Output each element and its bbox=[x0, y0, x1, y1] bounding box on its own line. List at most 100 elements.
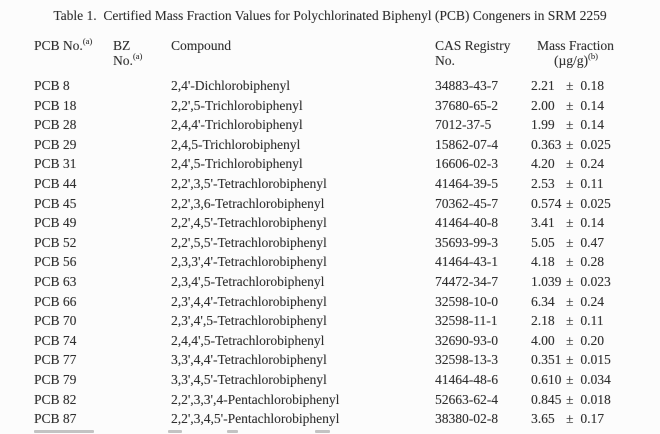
pcb-no-cell: PCB 44 bbox=[34, 175, 77, 191]
cas-cell: 32598-10-0 bbox=[435, 293, 498, 309]
mass-uncertainty: 0.24 bbox=[580, 293, 605, 309]
mass-uncertainty: 0.034 bbox=[580, 371, 611, 387]
table-row: PCB 87 2,2',3,4,5'-Pentachlorobiphenyl 383… bbox=[0, 409, 660, 429]
table-row: PCB 44 2,2',3,5'-Tetrachlorobiphenyl 41464… bbox=[0, 174, 660, 194]
mass-fraction-cell: 5.05 ±0.47 bbox=[531, 233, 660, 253]
plus-minus-sign: ± bbox=[566, 156, 574, 172]
bz-no-cell bbox=[113, 174, 171, 194]
mass-uncertainty: 0.18 bbox=[580, 78, 605, 93]
header-bz-line2: No. bbox=[113, 52, 133, 68]
cas-cell: 16606-02-3 bbox=[435, 156, 498, 172]
plus-minus-sign: ± bbox=[566, 136, 574, 152]
table-row: PCB 66 2,3',4,4'-Tetrachlorobiphenyl 32598… bbox=[0, 292, 660, 312]
plus-minus-sign: ± bbox=[566, 352, 574, 368]
compound-cell: 2,2',3,4,5'-Pentachlorobiphenyl bbox=[171, 411, 340, 427]
mass-value: 4.20 bbox=[531, 156, 555, 172]
bz-no-cell bbox=[113, 350, 171, 370]
mass-value: 2.53 bbox=[531, 175, 555, 191]
compound-cell: 2,3',4,4'-Tetrachlorobiphenyl bbox=[171, 293, 327, 309]
mass-value: 3.65 bbox=[531, 411, 555, 427]
footnote-marker-a: (a) bbox=[132, 50, 143, 61]
pcb-no-cell: PCB 8 bbox=[34, 78, 70, 93]
table-row: PCB 77 3,3',4,4'-Tetrachlorobiphenyl 32598… bbox=[0, 350, 660, 370]
mass-fraction-cell: 2.18 ±0.11 bbox=[531, 311, 660, 331]
mass-value: 0.351 bbox=[531, 352, 562, 368]
bz-no-cell bbox=[113, 409, 171, 429]
compound-cell: 2,4',5-Trichlorobiphenyl bbox=[171, 156, 303, 172]
table-row: PCB 70 2,3',4',5-Tetrachlorobiphenyl 32598… bbox=[0, 311, 660, 331]
compound-cell: 2,2',5-Trichlorobiphenyl bbox=[171, 97, 303, 113]
plus-minus-sign: ± bbox=[566, 175, 574, 191]
mass-fraction-cell: 0.845 ±0.018 bbox=[531, 390, 660, 410]
mass-fraction-cell: 0.574 ±0.025 bbox=[531, 194, 660, 214]
compound-cell: 2,4,5-Trichlorobiphenyl bbox=[171, 136, 301, 152]
bz-no-cell bbox=[113, 233, 171, 253]
header-bz-line1: BZ bbox=[113, 38, 131, 53]
plus-minus-sign: ± bbox=[566, 273, 574, 289]
plus-minus-sign: ± bbox=[566, 391, 574, 407]
compound-cell: 2,4'-Dichlorobiphenyl bbox=[171, 78, 291, 93]
mass-fraction-cell: 4.00 ±0.20 bbox=[531, 331, 660, 351]
mass-uncertainty: 0.023 bbox=[580, 273, 611, 289]
pcb-no-cell: PCB 66 bbox=[34, 293, 77, 309]
mass-fraction-cell: 3.41 ±0.14 bbox=[531, 213, 660, 233]
pcb-no-cell: PCB 63 bbox=[34, 273, 77, 289]
table-body: PCB 8 2,4'-Dichlorobiphenyl 34883-43-7 2.21… bbox=[0, 76, 660, 429]
mass-fraction-cell: 4.18 ±0.28 bbox=[531, 252, 660, 272]
pcb-no-cell: PCB 56 bbox=[34, 254, 77, 270]
table-row: PCB 74 2,4,4',5-Tetrachlorobiphenyl 32690-… bbox=[0, 331, 660, 351]
mass-fraction-cell: 3.65 ±0.17 bbox=[531, 409, 660, 429]
bz-no-cell bbox=[113, 76, 171, 96]
bz-no-cell bbox=[113, 194, 171, 214]
plus-minus-sign: ± bbox=[566, 234, 574, 250]
table-row: PCB 79 3,3',4,5'-Tetrachlorobiphenyl 41464… bbox=[0, 370, 660, 390]
plus-minus-sign: ± bbox=[566, 313, 574, 329]
header-pcb-no: PCB No.(a) bbox=[34, 37, 92, 54]
mass-fraction-cell: 4.20 ±0.24 bbox=[531, 154, 660, 174]
compound-cell: 3,3',4,4'-Tetrachlorobiphenyl bbox=[171, 352, 327, 368]
table-row: PCB 29 2,4,5-Trichlorobiphenyl 15862-07-4 0… bbox=[0, 135, 660, 155]
cas-cell: 32598-13-3 bbox=[435, 352, 498, 368]
plus-minus-sign: ± bbox=[566, 215, 574, 231]
mass-uncertainty: 0.24 bbox=[580, 156, 605, 172]
compound-cell: 2,2',3,3',4-Pentachlorobiphenyl bbox=[171, 391, 340, 407]
plus-minus-sign: ± bbox=[566, 195, 574, 211]
bz-no-cell bbox=[113, 331, 171, 351]
mass-uncertainty: 0.14 bbox=[580, 97, 605, 113]
pcb-no-cell: PCB 49 bbox=[34, 215, 77, 231]
mass-uncertainty: 0.14 bbox=[580, 117, 605, 133]
mass-value: 2.18 bbox=[531, 313, 555, 329]
cas-cell: 41464-39-5 bbox=[435, 175, 498, 191]
compound-cell: 2,3',4',5-Tetrachlorobiphenyl bbox=[171, 313, 327, 329]
cas-cell: 37680-65-2 bbox=[435, 97, 498, 113]
compound-cell: 2,3,3',4'-Tetrachlorobiphenyl bbox=[171, 254, 327, 270]
bz-no-cell bbox=[113, 252, 171, 272]
mass-uncertainty: 0.025 bbox=[580, 195, 611, 211]
plus-minus-sign: ± bbox=[566, 411, 574, 427]
cas-cell: 52663-62-4 bbox=[435, 391, 498, 407]
mass-value: 2.21 bbox=[531, 78, 555, 93]
cut-off-text-mark bbox=[227, 430, 238, 433]
pcb-no-cell: PCB 52 bbox=[34, 234, 77, 250]
mass-uncertainty: 0.11 bbox=[580, 313, 604, 329]
mass-fraction-cell: 2.21 ±0.18 bbox=[531, 76, 660, 96]
table-row: PCB 82 2,2',3,3',4-Pentachlorobiphenyl 526… bbox=[0, 390, 660, 410]
header-cas-line2: No. bbox=[435, 52, 455, 68]
compound-cell: 2,3,4',5-Tetrachlorobiphenyl bbox=[171, 273, 325, 289]
bz-no-cell bbox=[113, 213, 171, 233]
header-mass-unit: (µg/g)(b) bbox=[554, 50, 598, 68]
table-row: PCB 8 2,4'-Dichlorobiphenyl 34883-43-7 2.21… bbox=[0, 76, 660, 96]
mass-fraction-cell: 6.34 ±0.24 bbox=[531, 292, 660, 312]
plus-minus-sign: ± bbox=[566, 332, 574, 348]
mass-fraction-cell: 0.351 ±0.015 bbox=[531, 350, 660, 370]
mass-uncertainty: 0.28 bbox=[580, 254, 605, 270]
cas-cell: 35693-99-3 bbox=[435, 234, 498, 250]
cas-cell: 41464-43-1 bbox=[435, 254, 498, 270]
plus-minus-sign: ± bbox=[566, 254, 574, 270]
mass-value: 6.34 bbox=[531, 293, 555, 309]
mass-uncertainty: 0.025 bbox=[580, 136, 611, 152]
pcb-no-cell: PCB 31 bbox=[34, 156, 77, 172]
plus-minus-sign: ± bbox=[566, 97, 574, 113]
mass-value: 4.00 bbox=[531, 332, 555, 348]
pcb-no-cell: PCB 29 bbox=[34, 136, 77, 152]
